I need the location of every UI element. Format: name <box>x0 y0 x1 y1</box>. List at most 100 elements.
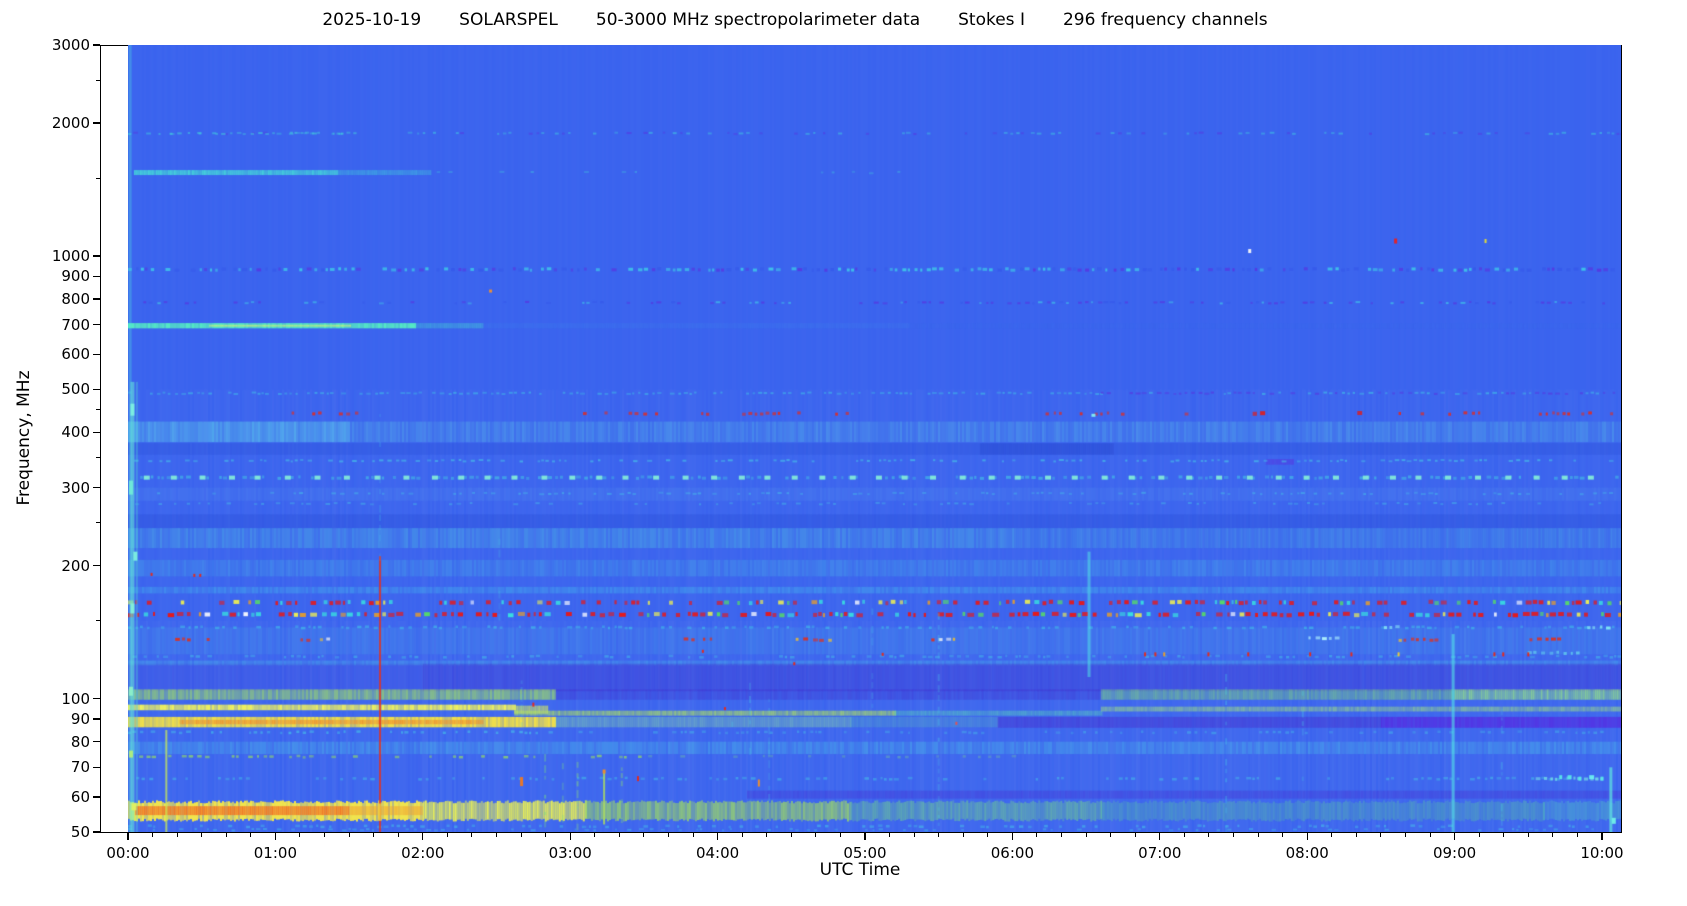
title-segment-0: 2025-10-19 <box>322 10 422 30</box>
y-tick <box>93 766 100 769</box>
y-tick-label: 900 <box>61 267 90 286</box>
y-tick <box>93 122 100 124</box>
x-minor-tick <box>1527 833 1529 837</box>
x-minor-tick <box>692 833 694 837</box>
x-minor-tick <box>667 833 669 837</box>
x-minor-tick <box>348 833 350 837</box>
x-minor-tick <box>594 833 596 837</box>
x-minor-tick <box>1380 833 1382 837</box>
x-minor-tick <box>1233 833 1235 837</box>
y-tick <box>93 718 100 720</box>
x-minor-tick <box>201 833 203 837</box>
x-minor-tick <box>1134 833 1136 837</box>
y-tick <box>93 388 100 391</box>
title-segment-4: 296 frequency channels <box>1062 10 1268 30</box>
x-tick <box>1306 833 1308 840</box>
x-minor-tick <box>1576 833 1578 837</box>
x-tick <box>274 833 277 840</box>
x-tick <box>864 833 866 840</box>
y-tick <box>93 255 100 257</box>
y-tick <box>93 275 100 278</box>
title-segment-2: 50-3000 MHz spectropolarimeter data <box>595 10 921 30</box>
y-tick <box>93 353 100 356</box>
x-minor-tick <box>152 833 154 837</box>
x-tick-label: 07:00 <box>1138 844 1182 862</box>
y-minor-tick <box>96 79 100 81</box>
y-tick <box>93 564 100 567</box>
y-tick-label: 60 <box>70 787 90 806</box>
y-tick <box>93 831 100 833</box>
x-minor-tick <box>397 833 399 837</box>
y-minor-tick <box>96 522 100 524</box>
x-minor-tick <box>1331 833 1333 837</box>
x-minor-tick <box>938 833 940 837</box>
x-tick-label: 03:00 <box>548 844 592 862</box>
x-tick <box>569 833 571 840</box>
y-tick-label: 90 <box>70 710 90 729</box>
y-tick-label: 800 <box>61 290 90 309</box>
x-minor-tick <box>446 833 448 837</box>
x-tick-label: 10:00 <box>1580 844 1624 862</box>
y-minor-tick <box>96 457 100 459</box>
x-minor-tick <box>1183 833 1185 837</box>
title-segment-3: Stokes I <box>958 10 1025 30</box>
x-minor-tick <box>1110 833 1112 837</box>
y-tick-label: 50 <box>70 823 90 841</box>
y-tick-label: 3000 <box>51 36 90 54</box>
x-minor-tick <box>1404 833 1406 837</box>
x-tick-label: 09:00 <box>1432 844 1477 862</box>
y-tick-label: 500 <box>61 380 90 399</box>
x-tick <box>1159 833 1161 840</box>
y-tick-label: 70 <box>70 758 90 777</box>
x-minor-tick <box>643 833 645 837</box>
x-minor-tick <box>324 833 326 837</box>
y-tick <box>93 486 100 489</box>
x-minor-tick <box>1552 833 1554 837</box>
x-minor-tick <box>1429 833 1431 837</box>
y-tick-label: 1000 <box>51 247 90 266</box>
x-minor-tick <box>839 833 841 837</box>
x-minor-tick <box>496 833 497 837</box>
x-minor-tick <box>1355 833 1357 837</box>
x-tick-label: 01:00 <box>253 844 297 862</box>
y-tick-label: 400 <box>61 423 90 442</box>
x-minor-tick <box>1478 833 1480 837</box>
x-minor-tick <box>1061 833 1063 837</box>
x-minor-tick <box>889 833 891 837</box>
x-minor-tick <box>471 833 473 837</box>
x-minor-tick <box>1503 833 1505 837</box>
x-tick <box>1453 833 1456 840</box>
x-minor-tick <box>987 833 989 837</box>
x-tick <box>716 833 719 840</box>
y-tick-label: 200 <box>61 556 90 575</box>
x-minor-tick <box>225 833 227 837</box>
x-tick-label: 02:00 <box>401 844 445 862</box>
y-tick-label: 700 <box>61 315 90 334</box>
x-minor-tick <box>299 833 301 837</box>
y-tick <box>93 44 100 46</box>
x-axis-title: UTC Time <box>819 860 901 880</box>
x-minor-tick <box>913 833 915 837</box>
x-minor-tick <box>250 833 252 837</box>
x-tick <box>1011 833 1014 840</box>
x-minor-tick <box>1085 833 1087 837</box>
y-tick-label: 80 <box>70 732 90 751</box>
y-tick <box>93 698 100 700</box>
x-minor-tick <box>545 833 547 837</box>
y-tick <box>93 431 100 433</box>
x-tick-label: 06:00 <box>990 844 1034 862</box>
y-tick <box>93 324 100 326</box>
title-segment-1: SOLARSPEL <box>459 10 558 30</box>
x-minor-tick <box>790 833 792 837</box>
y-tick <box>93 740 100 743</box>
x-minor-tick <box>962 833 964 837</box>
x-minor-tick <box>1257 833 1259 837</box>
x-tick <box>422 833 424 840</box>
x-minor-tick <box>1282 833 1284 837</box>
y-tick-label: 600 <box>61 345 90 364</box>
x-minor-tick <box>766 833 768 837</box>
x-minor-tick <box>176 833 178 837</box>
y-tick-label: 100 <box>61 689 90 708</box>
x-tick-label: 05:00 <box>843 844 887 862</box>
x-tick-label: 04:00 <box>695 844 740 862</box>
